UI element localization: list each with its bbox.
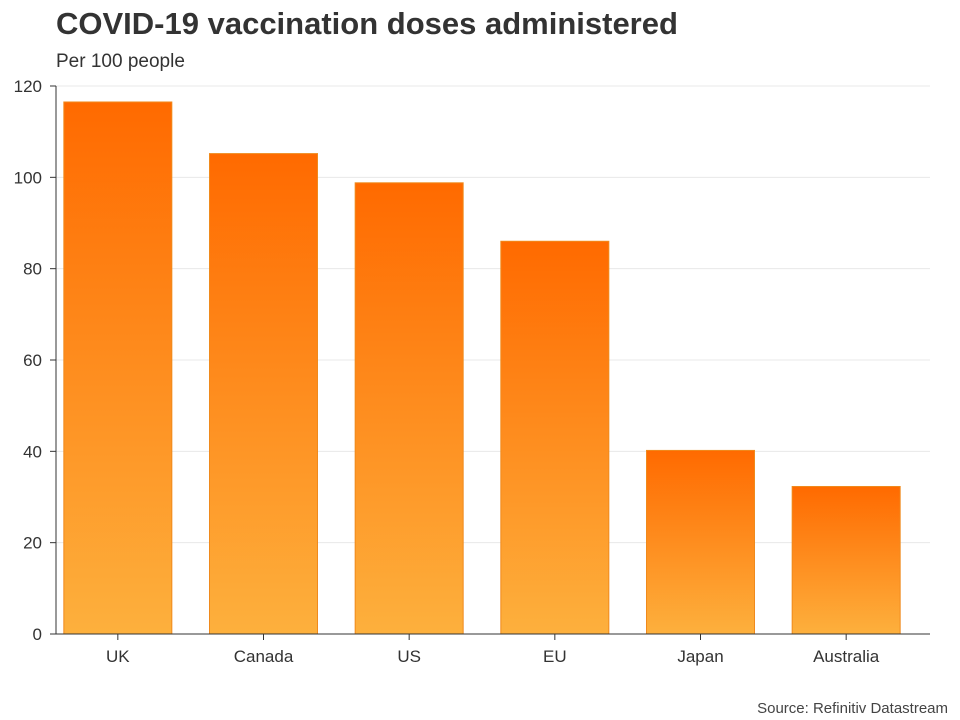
- y-tick-label: 60: [23, 351, 42, 370]
- y-tick-label: 0: [33, 625, 42, 644]
- y-tick-label: 120: [14, 77, 42, 96]
- x-tick-label: Canada: [234, 647, 294, 666]
- y-tick-label: 20: [23, 534, 42, 553]
- x-tick-label: UK: [106, 647, 130, 666]
- bar-eu: [500, 240, 610, 635]
- source-note: Source: Refinitiv Datastream: [757, 700, 948, 717]
- bar-australia: [791, 485, 901, 635]
- chart-title: COVID-19 vaccination doses administered: [56, 6, 678, 41]
- y-tick-label: 40: [23, 442, 42, 461]
- x-tick-label: US: [397, 647, 421, 666]
- gridlines: [56, 85, 930, 544]
- axes: [50, 85, 930, 640]
- x-tick-label: Japan: [677, 647, 723, 666]
- bar-uk: [63, 101, 173, 635]
- chart-subtitle: Per 100 people: [56, 51, 185, 72]
- y-tick-label: 100: [14, 168, 42, 187]
- bars: [63, 101, 901, 635]
- bar-canada: [209, 153, 318, 635]
- bar-japan: [646, 449, 755, 635]
- y-tick-label: 80: [23, 260, 42, 279]
- x-tick-label: EU: [543, 647, 567, 666]
- x-tick-label: Australia: [813, 647, 880, 666]
- tick-labels: 0 20 40 60 80 100 120 UK Canada US EU Japan Australi…: [14, 77, 880, 666]
- bar-us: [354, 182, 464, 635]
